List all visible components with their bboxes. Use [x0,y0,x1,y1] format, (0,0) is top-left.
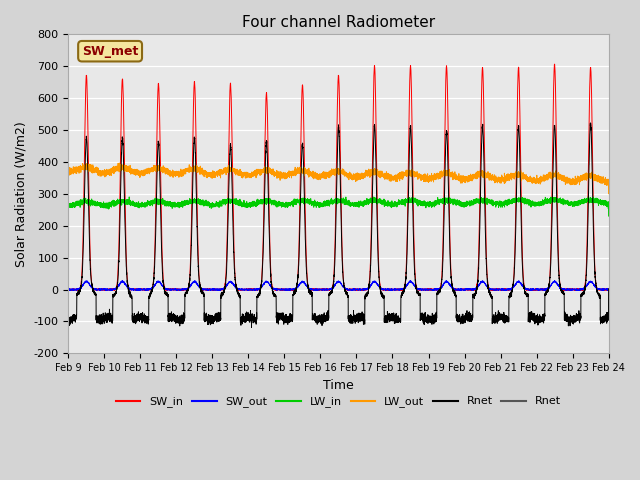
SW_in [490,287,497,293]
Rnet [65,318,72,324]
SW_in [605,287,612,292]
SW_in [551,61,559,67]
Legend: SW_in, SW_out, LW_in, LW_out, Rnet, Rnet: SW_in, SW_out, LW_in, LW_out, Rnet, Rnet [111,392,565,412]
LW_out [605,191,612,197]
SW_out [180,287,188,292]
SW_out [65,288,72,293]
LW_out [65,169,72,175]
LW_out [267,169,275,175]
Line: SW_in: SW_in [68,64,609,290]
LW_in [413,197,420,203]
Rnet [603,314,611,320]
LW_in [603,201,611,207]
Line: Rnet: Rnet [68,123,609,327]
SW_in [175,286,182,292]
Rnet [248,324,255,330]
Rnet [267,273,275,279]
LW_in [65,203,72,209]
LW_out [180,169,188,175]
LW_out [116,160,124,166]
LW_out [490,176,497,182]
SW_in [603,287,611,292]
SW_out [603,287,611,292]
Y-axis label: Solar Radiation (W/m2): Solar Radiation (W/m2) [15,121,28,266]
SW_out [413,286,421,291]
LW_out [603,178,611,183]
Rnet [605,286,612,292]
SW_out [118,277,126,283]
LW_in [175,204,182,209]
SW_in [65,287,72,292]
Rnet [413,289,421,295]
SW_in [180,287,188,293]
LW_in [267,199,275,204]
Rnet [175,317,182,323]
LW_in [490,199,497,204]
Title: Four channel Radiometer: Four channel Radiometer [242,15,435,30]
LW_in [180,201,188,207]
SW_out [65,286,72,292]
SW_in [70,288,77,293]
SW_out [490,287,497,292]
Rnet [180,314,188,320]
X-axis label: Time: Time [323,379,354,392]
SW_out [175,286,182,292]
SW_in [413,286,421,291]
Line: LW_in: LW_in [68,197,609,216]
Text: SW_met: SW_met [82,45,138,58]
Rnet [490,318,497,324]
Line: SW_out: SW_out [68,280,609,290]
LW_out [413,169,421,175]
Line: LW_out: LW_out [68,163,609,194]
SW_out [267,283,275,289]
LW_in [605,213,612,219]
LW_out [175,168,182,174]
Rnet [587,120,595,126]
LW_in [584,194,592,200]
SW_in [267,266,275,272]
SW_out [605,287,612,292]
